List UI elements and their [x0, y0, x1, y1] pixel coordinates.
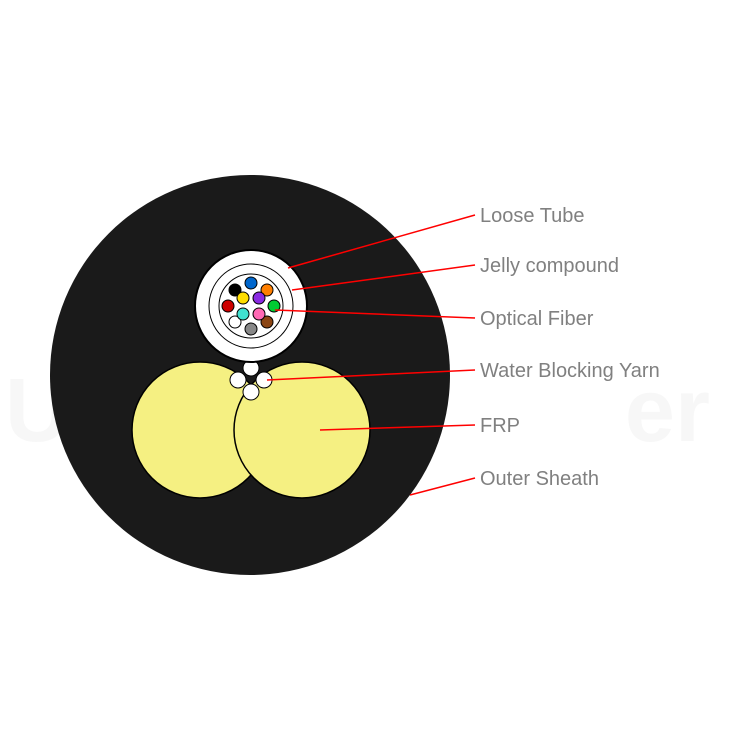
optical-fiber-8	[237, 292, 249, 304]
optical-fiber-11	[237, 308, 249, 320]
label-outer-sheath: Outer Sheath	[480, 468, 599, 491]
optical-fiber-9	[253, 292, 265, 304]
label-jelly-compound: Jelly compound	[480, 255, 619, 278]
optical-fiber-10	[253, 308, 265, 320]
frp-rod-1	[234, 362, 370, 498]
optical-fiber-0	[245, 277, 257, 289]
label-water-blocking-yarn: Water Blocking Yarn	[480, 360, 660, 383]
water-blocking-yarn-3	[243, 384, 259, 400]
label-loose-tube: Loose Tube	[480, 205, 585, 228]
label-optical-fiber: Optical Fiber	[480, 308, 593, 331]
optical-fiber-4	[245, 323, 257, 335]
optical-fiber-6	[222, 300, 234, 312]
water-blocking-yarn-1	[230, 372, 246, 388]
label-frp: FRP	[480, 415, 520, 438]
